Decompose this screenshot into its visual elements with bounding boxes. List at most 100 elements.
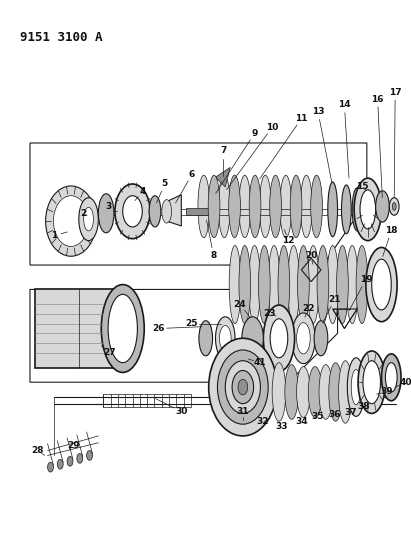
Ellipse shape bbox=[290, 175, 302, 238]
Text: 4: 4 bbox=[139, 187, 145, 196]
Text: 3: 3 bbox=[105, 202, 111, 211]
Ellipse shape bbox=[319, 365, 332, 419]
Ellipse shape bbox=[101, 285, 144, 373]
Ellipse shape bbox=[392, 203, 396, 211]
Ellipse shape bbox=[232, 370, 254, 403]
Ellipse shape bbox=[288, 246, 300, 324]
Ellipse shape bbox=[270, 175, 282, 238]
Text: 27: 27 bbox=[104, 349, 116, 358]
Text: 14: 14 bbox=[338, 100, 351, 109]
Text: 15: 15 bbox=[356, 182, 368, 191]
Text: 25: 25 bbox=[185, 319, 197, 328]
Ellipse shape bbox=[219, 326, 231, 351]
Text: 33: 33 bbox=[276, 422, 288, 431]
Ellipse shape bbox=[300, 175, 312, 238]
Ellipse shape bbox=[360, 190, 376, 229]
Text: 12: 12 bbox=[282, 236, 295, 245]
Ellipse shape bbox=[317, 246, 329, 324]
Ellipse shape bbox=[339, 361, 352, 423]
Ellipse shape bbox=[307, 246, 319, 324]
Ellipse shape bbox=[297, 322, 310, 354]
Ellipse shape bbox=[366, 247, 397, 322]
Ellipse shape bbox=[314, 321, 328, 356]
Ellipse shape bbox=[123, 196, 142, 227]
Text: 17: 17 bbox=[389, 88, 402, 96]
Ellipse shape bbox=[229, 175, 240, 238]
Text: 13: 13 bbox=[312, 107, 324, 116]
Ellipse shape bbox=[259, 246, 270, 324]
Ellipse shape bbox=[351, 369, 361, 405]
Text: 7: 7 bbox=[220, 146, 226, 155]
Ellipse shape bbox=[270, 319, 288, 358]
Text: 38: 38 bbox=[358, 402, 370, 411]
Text: 20: 20 bbox=[305, 251, 317, 260]
Text: 21: 21 bbox=[328, 295, 341, 304]
Ellipse shape bbox=[67, 456, 73, 466]
Ellipse shape bbox=[259, 175, 271, 238]
Ellipse shape bbox=[215, 317, 235, 360]
Ellipse shape bbox=[280, 175, 292, 238]
Text: 9151 3100 A: 9151 3100 A bbox=[20, 31, 103, 44]
Ellipse shape bbox=[98, 194, 114, 233]
Ellipse shape bbox=[372, 259, 391, 310]
Text: 36: 36 bbox=[328, 410, 341, 419]
Text: 18: 18 bbox=[385, 227, 397, 236]
Ellipse shape bbox=[48, 462, 53, 472]
Ellipse shape bbox=[272, 362, 286, 421]
Text: 8: 8 bbox=[210, 251, 217, 260]
Text: 2: 2 bbox=[81, 209, 87, 218]
Ellipse shape bbox=[46, 186, 97, 256]
Text: 22: 22 bbox=[302, 304, 314, 313]
Text: 34: 34 bbox=[295, 417, 308, 426]
Ellipse shape bbox=[84, 207, 93, 231]
Ellipse shape bbox=[327, 246, 339, 324]
Ellipse shape bbox=[386, 362, 397, 392]
Ellipse shape bbox=[238, 379, 248, 395]
Text: 32: 32 bbox=[256, 417, 269, 426]
Ellipse shape bbox=[225, 361, 261, 414]
Ellipse shape bbox=[249, 175, 261, 238]
Text: 1: 1 bbox=[51, 231, 58, 240]
Ellipse shape bbox=[268, 246, 280, 324]
Text: 37: 37 bbox=[344, 408, 357, 417]
Ellipse shape bbox=[218, 175, 230, 238]
Text: 11: 11 bbox=[295, 114, 308, 123]
Ellipse shape bbox=[337, 246, 348, 324]
Text: 5: 5 bbox=[162, 180, 168, 189]
Ellipse shape bbox=[162, 200, 171, 223]
Ellipse shape bbox=[239, 246, 251, 324]
Ellipse shape bbox=[354, 178, 381, 240]
Ellipse shape bbox=[297, 367, 310, 417]
Ellipse shape bbox=[199, 321, 212, 356]
Bar bbox=[186, 208, 217, 215]
Ellipse shape bbox=[376, 191, 389, 222]
Text: 24: 24 bbox=[233, 300, 246, 309]
Bar bbox=[35, 289, 123, 368]
Ellipse shape bbox=[208, 175, 220, 238]
Polygon shape bbox=[215, 167, 230, 187]
Text: 6: 6 bbox=[189, 169, 195, 179]
Text: 31: 31 bbox=[237, 407, 249, 416]
Ellipse shape bbox=[352, 188, 362, 231]
Ellipse shape bbox=[346, 246, 358, 324]
Text: 28: 28 bbox=[32, 446, 44, 455]
Ellipse shape bbox=[242, 317, 263, 360]
Ellipse shape bbox=[77, 454, 83, 463]
Ellipse shape bbox=[217, 350, 268, 424]
Ellipse shape bbox=[381, 354, 401, 401]
Ellipse shape bbox=[363, 361, 381, 403]
Ellipse shape bbox=[57, 459, 63, 469]
Ellipse shape bbox=[285, 365, 298, 419]
Ellipse shape bbox=[311, 175, 322, 238]
Ellipse shape bbox=[308, 367, 322, 417]
Text: 41: 41 bbox=[253, 358, 266, 367]
Text: 40: 40 bbox=[399, 378, 411, 387]
Text: 30: 30 bbox=[175, 407, 187, 416]
Text: 16: 16 bbox=[372, 94, 384, 103]
Ellipse shape bbox=[342, 185, 351, 234]
Ellipse shape bbox=[209, 338, 277, 436]
Ellipse shape bbox=[329, 362, 342, 421]
Ellipse shape bbox=[53, 196, 89, 246]
Text: 35: 35 bbox=[312, 412, 324, 421]
Ellipse shape bbox=[239, 175, 251, 238]
